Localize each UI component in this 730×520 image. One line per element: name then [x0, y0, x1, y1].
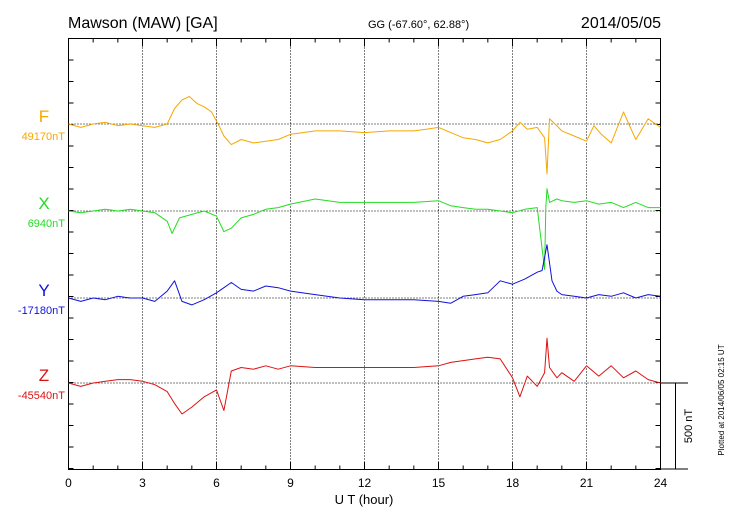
trace-f: [68, 96, 661, 175]
scale-bar: 500 nT: [661, 382, 695, 470]
vertical-grid: [142, 38, 587, 470]
series-name-x: X: [38, 194, 49, 213]
series-baseline-label-f: 49170nT: [22, 131, 66, 143]
x-axis-label: U T (hour): [335, 492, 394, 507]
plotted-note: Plotted at 2014/06/05 02:15 UT: [717, 344, 726, 455]
series-name-f: F: [39, 107, 49, 126]
series-labels: F 49170nT X 6940nT Y -17180nT Z -45540nT: [18, 107, 65, 402]
series-baseline-label-z: -45540nT: [18, 390, 65, 402]
series-name-y: Y: [38, 281, 49, 300]
x-tick-label-12: 12: [358, 476, 372, 490]
x-tick-label-6: 6: [213, 476, 220, 490]
x-tick-label-18: 18: [506, 476, 520, 490]
x-tick-labels: 0 3 6 9 12 15 18 21 24: [65, 476, 667, 490]
series-name-z: Z: [39, 366, 49, 385]
trace-z: [68, 337, 661, 415]
series-baseline-label-y: -17180nT: [18, 305, 65, 317]
scale-bar-label: 500 nT: [683, 409, 695, 444]
station-coords: GG (-67.60°, 62.88°): [368, 19, 469, 31]
x-tick-label-15: 15: [432, 476, 446, 490]
x-tick-label-24: 24: [654, 476, 668, 490]
series-traces: [68, 96, 661, 415]
trace-y: [68, 244, 661, 306]
x-tick-label-9: 9: [287, 476, 294, 490]
series-baselines: [68, 123, 661, 384]
trace-x: [68, 188, 661, 270]
x-tick-label-3: 3: [139, 476, 146, 490]
series-baseline-label-x: 6940nT: [28, 218, 66, 230]
station-title: Mawson (MAW) [GA]: [68, 15, 218, 32]
x-tick-label-21: 21: [580, 476, 594, 490]
plot-date: 2014/05/05: [581, 15, 661, 32]
x-tick-label-0: 0: [65, 476, 72, 490]
